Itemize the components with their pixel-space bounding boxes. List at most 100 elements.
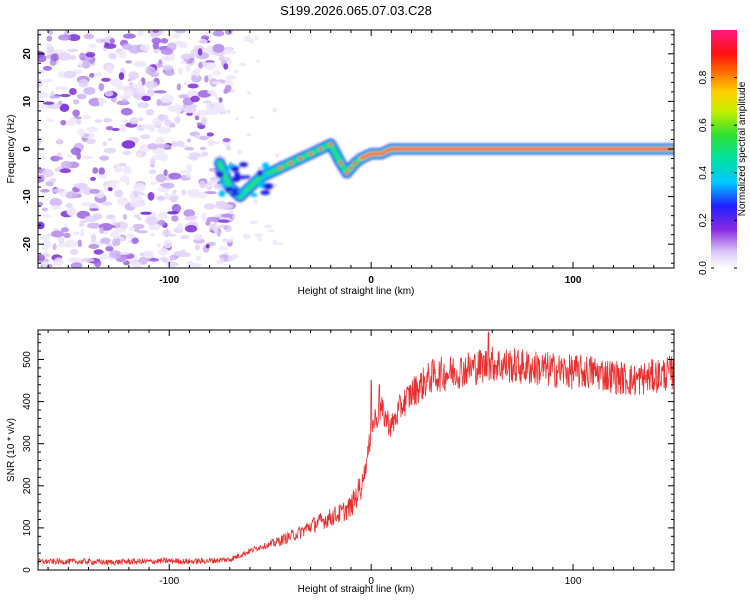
noise-blob — [123, 87, 135, 97]
ridge-blob — [260, 190, 271, 196]
noise-blob — [171, 33, 181, 39]
noise-blob — [46, 42, 52, 49]
noise-blob — [99, 155, 110, 161]
ridge-blob — [229, 188, 239, 193]
noise-blob — [38, 31, 43, 37]
x-tick-label: 0 — [368, 275, 374, 286]
noise-blob — [196, 122, 203, 126]
ridge-spot — [348, 166, 354, 170]
noise-blob — [220, 106, 226, 113]
noise-blob — [57, 71, 65, 79]
noise-blob — [190, 95, 200, 103]
snr-frame — [37, 329, 675, 571]
colorbar-tick-label: 0.8 — [698, 70, 709, 84]
noise-blob — [86, 138, 96, 145]
noise-blob — [67, 257, 82, 263]
noise-blob — [184, 225, 198, 233]
y-tick-label: 300 — [22, 435, 33, 452]
noise-blob — [80, 228, 85, 237]
noise-blob — [223, 63, 229, 70]
noise-blob — [211, 70, 221, 76]
noise-blob — [130, 199, 143, 208]
noise-blob — [201, 212, 207, 222]
noise-blob — [72, 231, 80, 236]
ridge-blob — [237, 175, 248, 180]
noise-blob — [224, 224, 232, 233]
noise-blob — [109, 250, 122, 259]
ridge-blob — [262, 162, 270, 170]
ridge-spot — [287, 161, 293, 165]
noise-blob — [199, 180, 206, 189]
noise-blob — [230, 255, 236, 261]
noise-blob — [195, 255, 202, 262]
noise-blob — [171, 203, 182, 213]
noise-blob — [85, 52, 96, 58]
noise-blob — [264, 224, 273, 229]
ridge-blob — [234, 171, 241, 177]
noise-blob — [194, 244, 200, 251]
y-tick-label: 400 — [22, 393, 33, 410]
noise-blob — [194, 69, 200, 78]
noise-blob — [58, 52, 71, 61]
noise-blob — [89, 208, 99, 212]
noise-blob — [38, 174, 45, 183]
noise-blob — [133, 228, 140, 232]
noise-blob — [198, 38, 208, 44]
noise-blob — [51, 230, 64, 238]
noise-blob — [156, 195, 166, 201]
noise-blob — [169, 195, 178, 203]
noise-blob — [111, 127, 120, 132]
noise-blob — [73, 99, 80, 105]
noise-blob — [67, 154, 73, 158]
noise-blob — [108, 179, 121, 184]
noise-blob — [179, 169, 192, 174]
noise-blob — [43, 65, 52, 71]
noise-blob — [99, 227, 104, 234]
ridge-spot — [277, 166, 283, 170]
noise-blob — [199, 146, 207, 151]
noise-blob — [89, 72, 95, 78]
noise-blob — [132, 223, 145, 230]
y-tick-label: 0 — [22, 146, 33, 152]
noise-blob — [99, 253, 108, 261]
snr-panel: -100 0 100 0 100 200 300 400 500 Height of strai… — [6, 329, 675, 595]
noise-blob — [103, 147, 117, 154]
colorbar-tick-label: 0.6 — [698, 118, 709, 132]
noise-blob — [187, 215, 198, 219]
noise-blob — [66, 119, 76, 127]
noise-blob — [182, 105, 197, 114]
noise-blob — [139, 43, 151, 52]
noise-blob — [164, 190, 169, 200]
noise-blob — [205, 220, 211, 226]
noise-blob — [38, 54, 47, 63]
noise-blob — [250, 221, 255, 225]
x-tick-label: 0 — [368, 576, 374, 587]
noise-blob — [136, 230, 148, 234]
noise-blob — [82, 60, 91, 69]
noise-blob — [70, 147, 82, 156]
noise-blob — [272, 239, 278, 246]
noise-blob — [103, 43, 117, 49]
noise-blob — [171, 140, 178, 148]
noise-blob — [72, 109, 80, 117]
noise-blob — [174, 30, 186, 34]
noise-blob — [140, 211, 152, 215]
ridge-spot — [318, 147, 324, 151]
noise-blob — [38, 201, 44, 207]
noise-blob — [177, 222, 183, 231]
noise-blob — [132, 182, 146, 192]
noise-blob — [120, 119, 129, 123]
ridge-blob — [218, 190, 226, 197]
noise-blob — [155, 173, 167, 183]
noise-blob — [136, 152, 143, 158]
noise-blob — [84, 133, 90, 137]
noise-blob — [110, 230, 120, 239]
noise-blob — [213, 225, 219, 234]
noise-blob — [204, 75, 209, 83]
noise-blob — [145, 216, 159, 226]
ridge-blob — [263, 183, 274, 190]
ridge-spot — [352, 161, 358, 165]
noise-blob — [106, 64, 113, 74]
